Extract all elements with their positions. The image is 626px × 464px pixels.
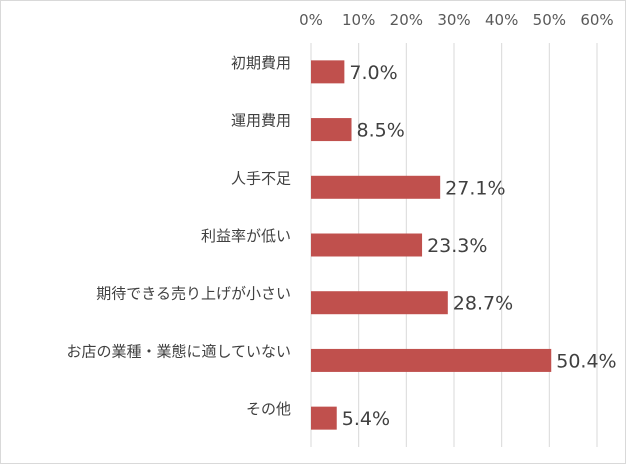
category-label: その他: [246, 400, 291, 418]
data-label: 8.5%: [357, 120, 405, 142]
data-label: 27.1%: [445, 177, 505, 199]
bar: [311, 348, 552, 372]
data-label: 50.4%: [556, 350, 616, 372]
x-tick-label: 40%: [485, 11, 518, 29]
bar: [311, 175, 441, 199]
data-label: 23.3%: [427, 235, 487, 257]
x-tick-label: 20%: [390, 11, 423, 29]
x-axis-tick-labels: 0% 10% 20% 30% 40% 50% 60%: [299, 11, 614, 29]
category-label: 初期費用: [231, 54, 291, 72]
data-label: 5.4%: [342, 408, 390, 430]
bar: [311, 406, 337, 430]
category-labels: 初期費用運用費用人手不足利益率が低い期待できる売り上げが小さいお店の業種・業態に…: [66, 54, 291, 418]
category-label: 運用費用: [231, 112, 291, 130]
data-labels: 7.0% 8.5% 27.1% 23.3% 28.7% 50.4% 5.4%: [342, 62, 617, 430]
x-tick-label: 0%: [299, 11, 323, 29]
data-label: 28.7%: [453, 293, 513, 315]
category-label: 人手不足: [231, 169, 291, 187]
x-tick-label: 60%: [580, 11, 613, 29]
category-label: 期待できる売り上げが小さい: [96, 285, 291, 303]
data-label: 7.0%: [349, 62, 397, 84]
bar: [311, 118, 352, 142]
bar: [311, 60, 345, 84]
bar: [311, 233, 423, 257]
category-label: お店の業種・業態に適していない: [66, 342, 291, 360]
x-tick-label: 30%: [437, 11, 470, 29]
bar: [311, 291, 448, 315]
bars: [311, 60, 552, 430]
category-label: 利益率が低い: [201, 227, 291, 245]
x-tick-label: 10%: [342, 11, 375, 29]
x-tick-label: 50%: [533, 11, 566, 29]
